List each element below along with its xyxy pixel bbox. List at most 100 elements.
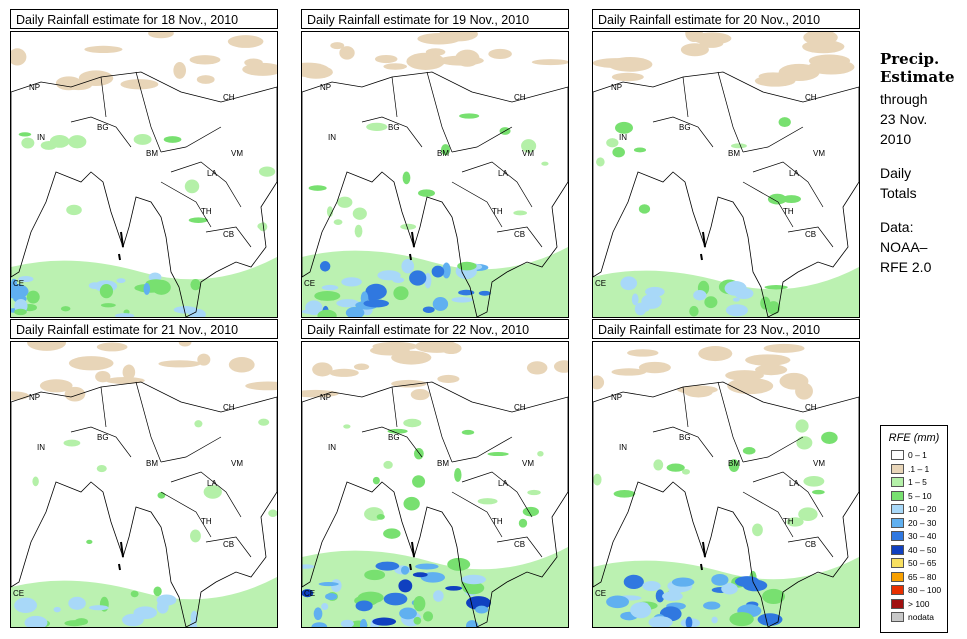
- country-border: [742, 491, 794, 538]
- light-rain-patch: [677, 385, 718, 395]
- light-rain-patch: [593, 58, 639, 68]
- country-label: CH: [514, 403, 526, 412]
- light-rain-patch: [339, 46, 355, 60]
- heavy-rain-cell: [336, 299, 360, 308]
- side-daily-line2: Totals: [880, 185, 917, 201]
- heavy-rain-cell: [18, 275, 34, 283]
- light-rain-patch: [553, 360, 568, 373]
- legend-item: nodata: [891, 612, 934, 623]
- heavy-rain-cell: [655, 589, 665, 603]
- light-rain-patch: [39, 379, 73, 393]
- rain-patch: [184, 179, 200, 194]
- rain-patch: [796, 436, 813, 450]
- heavy-rain-cell: [345, 306, 365, 317]
- country-label: BM: [728, 459, 740, 468]
- legend-label: 20 – 30: [908, 517, 937, 528]
- rain-patch: [63, 439, 81, 447]
- country-border: [391, 76, 398, 118]
- heavy-rain-cell: [711, 573, 729, 586]
- country-border: [135, 381, 162, 463]
- rain-patch: [781, 195, 801, 203]
- country-label: TH: [492, 517, 503, 526]
- rain-patch: [593, 473, 602, 486]
- country-label: NP: [320, 393, 331, 402]
- coastline: [302, 71, 568, 317]
- side-title-line2: Estimate: [880, 68, 955, 86]
- heavy-rain-cell: [433, 590, 444, 602]
- light-rain-patch: [189, 55, 221, 65]
- heavy-rain-cell: [415, 563, 439, 570]
- heavy-rain-cell: [764, 285, 788, 290]
- country-border: [787, 536, 834, 558]
- light-rain-patch: [122, 364, 136, 380]
- rain-patch: [86, 539, 93, 544]
- rain-patch: [812, 489, 825, 495]
- rain-patch: [376, 514, 385, 520]
- heavy-rain-cell: [704, 296, 718, 309]
- light-rain-patch: [795, 382, 813, 400]
- legend-item: 0 – 1: [891, 450, 927, 461]
- country-label: IN: [328, 443, 336, 452]
- legend-item: .1 – 1: [891, 463, 929, 475]
- heavy-rain-cell: [734, 576, 760, 588]
- legend-swatch: [891, 558, 904, 568]
- rain-patch: [666, 463, 685, 472]
- country-border: [717, 381, 744, 463]
- light-rain-patch: [178, 342, 192, 347]
- heavy-rain-cell: [392, 277, 405, 283]
- rain-patch: [343, 424, 351, 429]
- light-rain-patch: [64, 386, 86, 402]
- map-svg: NP CH IN BG BM VM LA TH CB CE: [593, 343, 859, 627]
- legend-swatch: [891, 598, 904, 609]
- light-rain-patch: [330, 42, 345, 50]
- country-label: TH: [783, 517, 794, 526]
- heavy-rain-cell: [321, 284, 339, 291]
- country-border: [742, 126, 804, 153]
- heavy-rain-cell: [156, 594, 177, 606]
- country-border: [742, 436, 804, 463]
- heavy-rain-cell: [760, 296, 771, 310]
- heavy-rain-cell: [11, 283, 29, 299]
- country-label: BM: [146, 459, 158, 468]
- heavy-rain-cell: [130, 590, 139, 598]
- heavy-rain-cell: [340, 619, 354, 627]
- legend-label: 80 – 100: [908, 585, 942, 595]
- country-label: LA: [498, 169, 508, 178]
- legend-item: 50 – 65: [891, 558, 936, 569]
- rain-patch: [615, 121, 633, 134]
- heavy-rain-cell: [401, 258, 415, 274]
- country-border: [652, 426, 714, 458]
- heavy-rain-cell: [634, 302, 647, 316]
- country-border: [742, 181, 794, 228]
- legend-item: 10 – 20: [891, 504, 936, 515]
- rain-patch: [612, 147, 625, 158]
- light-rain-patch: [438, 55, 484, 66]
- heavy-rain-cell: [729, 612, 754, 627]
- side-title-line1: Precip.: [880, 50, 940, 68]
- country-label: VM: [522, 149, 534, 158]
- rain-patch: [190, 529, 201, 543]
- light-rain-patch: [95, 370, 111, 383]
- light-rain-patch: [727, 377, 774, 395]
- light-rain-patch: [437, 374, 460, 383]
- heavy-rain-cell: [302, 589, 314, 598]
- map-svg: NP CH IN BG BM VM LA TH CB CE: [302, 342, 568, 627]
- country-border: [496, 226, 543, 248]
- coastline: [302, 381, 568, 627]
- heavy-rain-cell: [422, 306, 435, 313]
- heavy-rain-cell: [365, 283, 387, 300]
- country-border: [361, 426, 423, 458]
- light-rain-patch: [329, 368, 359, 377]
- light-rain-patch: [802, 40, 845, 54]
- rain-patch: [795, 419, 809, 433]
- heavy-rain-cell: [642, 581, 661, 592]
- heavy-rain-cell: [447, 557, 471, 571]
- legend-swatch: [891, 544, 904, 555]
- light-rain-patch: [302, 389, 339, 398]
- country-label: BG: [388, 433, 400, 442]
- country-border: [160, 491, 212, 538]
- rain-patch: [730, 143, 747, 149]
- side-date-line1: 23 Nov.: [880, 111, 928, 127]
- side-data-line3: RFE 2.0: [880, 259, 932, 275]
- country-border: [170, 471, 242, 518]
